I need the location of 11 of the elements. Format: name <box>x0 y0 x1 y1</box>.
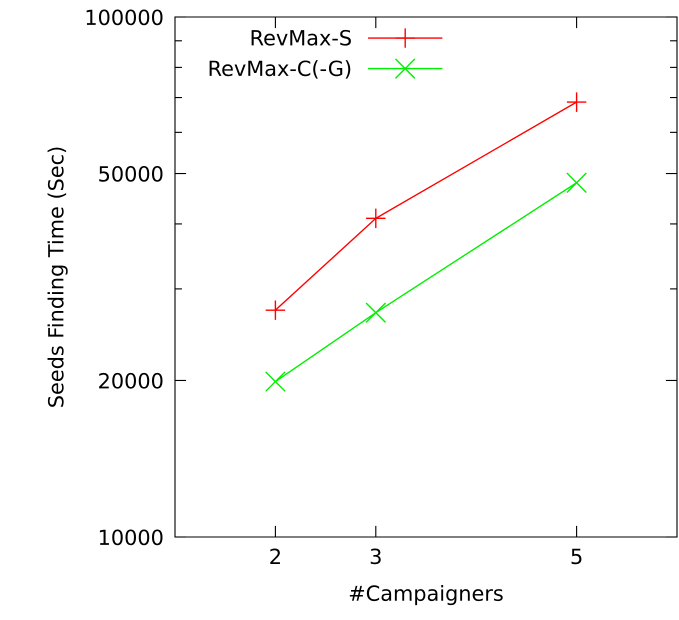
x-tick-label: 3 <box>370 548 381 564</box>
y-tick-label: 20000 <box>99 372 163 389</box>
y-axis-title: Seeds Finding Time (Sec) <box>48 148 68 407</box>
x-axis-title: #Campaigners <box>350 584 503 606</box>
x-tick-label: 2 <box>270 548 280 564</box>
x-tick-label: 5 <box>572 548 582 564</box>
y-tick-label: 10000 <box>100 529 163 546</box>
legend-label: RevMax-C(-G) <box>210 60 350 79</box>
y-tick-label: 100000 <box>86 9 163 26</box>
y-tick-label: 50000 <box>99 166 163 182</box>
legend-label: RevMax-S <box>252 30 351 46</box>
